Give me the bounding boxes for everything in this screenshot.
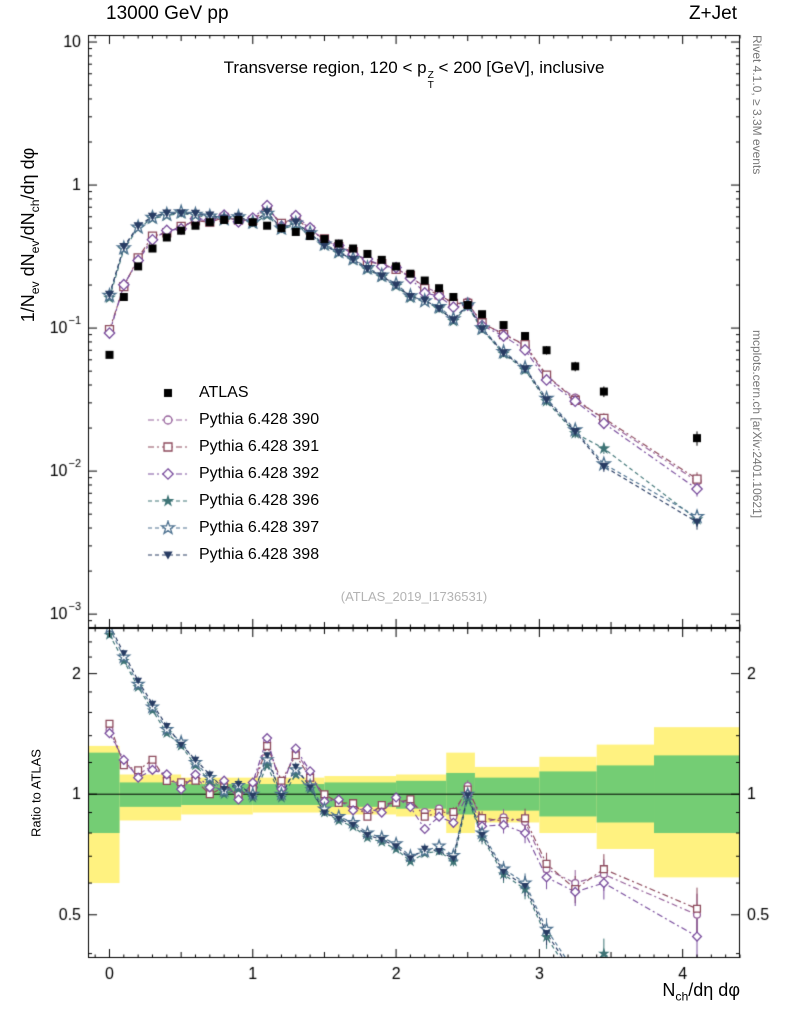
- square-marker-icon: [146, 384, 190, 401]
- legend-item-pythia-6-428-390: Pythia 6.428 390: [146, 406, 319, 433]
- square-marker-icon: [146, 438, 190, 455]
- legend-item-label: ATLAS: [199, 383, 249, 401]
- main-y-axis-label: 1/Nev dNev/dNch/dη dφ: [18, 147, 42, 323]
- analysis-watermark: (ATLAS_2019_I1736531): [340, 589, 488, 604]
- legend-item-label: Pythia 6.428 392: [199, 464, 320, 482]
- legend-item-atlas: ATLAS: [146, 379, 319, 406]
- legend-item-label: Pythia 6.428 398: [199, 545, 320, 563]
- legend-item-label: Pythia 6.428 396: [199, 491, 320, 509]
- legend-item-pythia-6-428-396: Pythia 6.428 396: [146, 487, 319, 514]
- legend: ATLAS Pythia 6.428 390 Pythia 6.428 391 Pyt…: [146, 379, 319, 568]
- legend-item-label: Pythia 6.428 390: [199, 410, 320, 428]
- legend-item-label: Pythia 6.428 391: [199, 437, 320, 455]
- diamond-marker-icon: [146, 465, 190, 482]
- rivet-version-note: Rivet 4.1.0, ≥ 3.3M events: [750, 35, 764, 175]
- triangle-down-marker-icon: [146, 546, 190, 563]
- circle-marker-icon: [146, 411, 190, 428]
- legend-item-pythia-6-428-397: Pythia 6.428 397: [146, 514, 319, 541]
- mcplots-citation-note: mcplots.cern.ch [arXiv:2401.10621]: [750, 330, 764, 519]
- legend-item-pythia-6-428-398: Pythia 6.428 398: [146, 541, 319, 568]
- process-label: Z+Jet: [688, 3, 737, 24]
- legend-item-pythia-6-428-391: Pythia 6.428 391: [146, 433, 319, 460]
- star-marker-icon: [146, 492, 190, 509]
- x-axis-label: Nch/dη dφ: [662, 980, 740, 1004]
- legend-item-pythia-6-428-392: Pythia 6.428 392: [146, 460, 319, 487]
- legend-item-label: Pythia 6.428 397: [199, 518, 320, 536]
- star-marker-icon: [146, 519, 190, 536]
- ratio-y-axis-label: Ratio to ATLAS: [28, 749, 44, 837]
- beam-energy-label: 13000 GeV pp: [106, 3, 229, 24]
